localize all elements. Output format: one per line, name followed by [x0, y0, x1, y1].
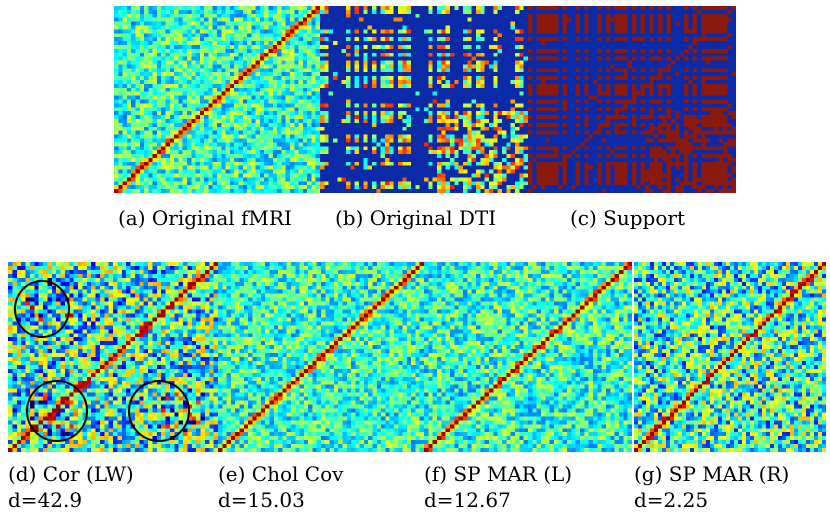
heatmap-support: [528, 6, 736, 193]
heatmap-canvas-g: [634, 262, 826, 452]
caption-e: (e) Chol Cov: [218, 462, 344, 486]
caption-c: (c) Support: [570, 206, 685, 230]
heatmap-canvas-d: [8, 262, 218, 452]
caption-d: (d) Cor (LW): [8, 462, 134, 486]
heatmap-chol-cov: [218, 262, 424, 452]
caption-g: (g) SP MAR (R): [634, 462, 790, 486]
caption-b: (b) Original DTI: [335, 206, 497, 230]
heatmap-original-dti: [320, 6, 528, 193]
metric-e: d=15.03: [218, 488, 305, 512]
heatmap-canvas-f: [424, 262, 632, 452]
heatmap-canvas-a: [114, 6, 320, 193]
heatmap-original-fmri: [114, 6, 320, 193]
heatmap-cor-lw: [8, 262, 218, 452]
heatmap-sp-mar-l: [424, 262, 632, 452]
heatmap-sp-mar-r: [634, 262, 826, 452]
caption-f: (f) SP MAR (L): [424, 462, 573, 486]
heatmap-canvas-e: [218, 262, 424, 452]
heatmap-canvas-c: [528, 6, 736, 193]
metric-d: d=42.9: [8, 488, 83, 512]
caption-a: (a) Original fMRI: [118, 206, 292, 230]
metric-f: d=12.67: [424, 488, 511, 512]
heatmap-canvas-b: [320, 6, 528, 193]
metric-g: d=2.25: [634, 488, 709, 512]
